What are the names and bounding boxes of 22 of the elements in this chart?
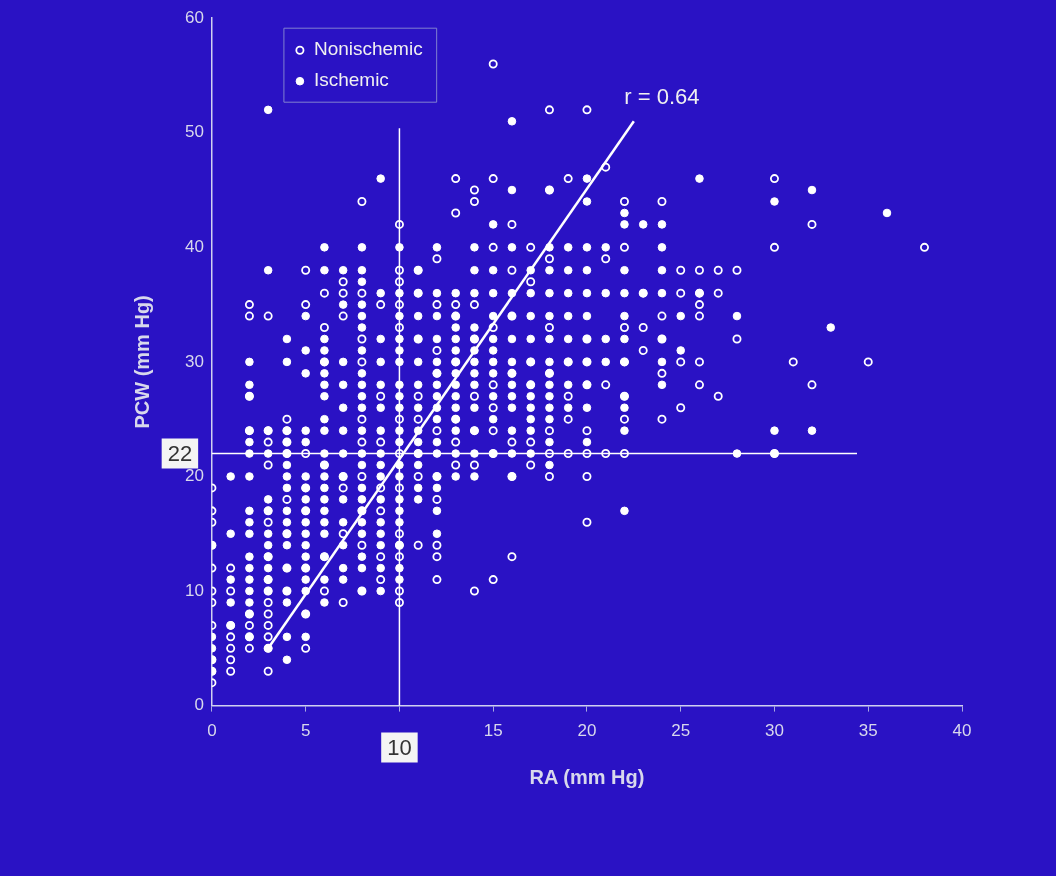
x-tick-label: 5 [300,721,311,741]
y-tick-label: 0 [194,695,204,715]
annotation: r = 0.64 [624,84,700,110]
x-tick-label: 40 [952,721,972,741]
y-tick-label: 60 [184,7,204,27]
ref-line-label: 22 [167,440,193,466]
x-tick-label: 15 [483,721,503,741]
y-axis-title: PCW (mm Hg) [130,295,153,429]
legend-label: Ischemic [313,69,389,91]
y-tick-label: 40 [184,237,204,257]
legend-label: Nonischemic [313,38,423,60]
x-tick-label: 0 [207,721,217,741]
x-tick-label: 35 [858,721,878,741]
y-tick-label: 50 [184,122,204,142]
x-tick-label: 30 [765,721,784,741]
y-tick-label: 10 [184,580,204,600]
y-tick-label: 20 [184,466,204,486]
x-tick-label: 25 [671,721,691,741]
x-tick-label: 20 [577,721,597,741]
y-tick-label: 30 [184,351,204,371]
x-axis-title: RA (mm Hg) [529,765,645,788]
ref-line-label: 10 [387,734,412,760]
